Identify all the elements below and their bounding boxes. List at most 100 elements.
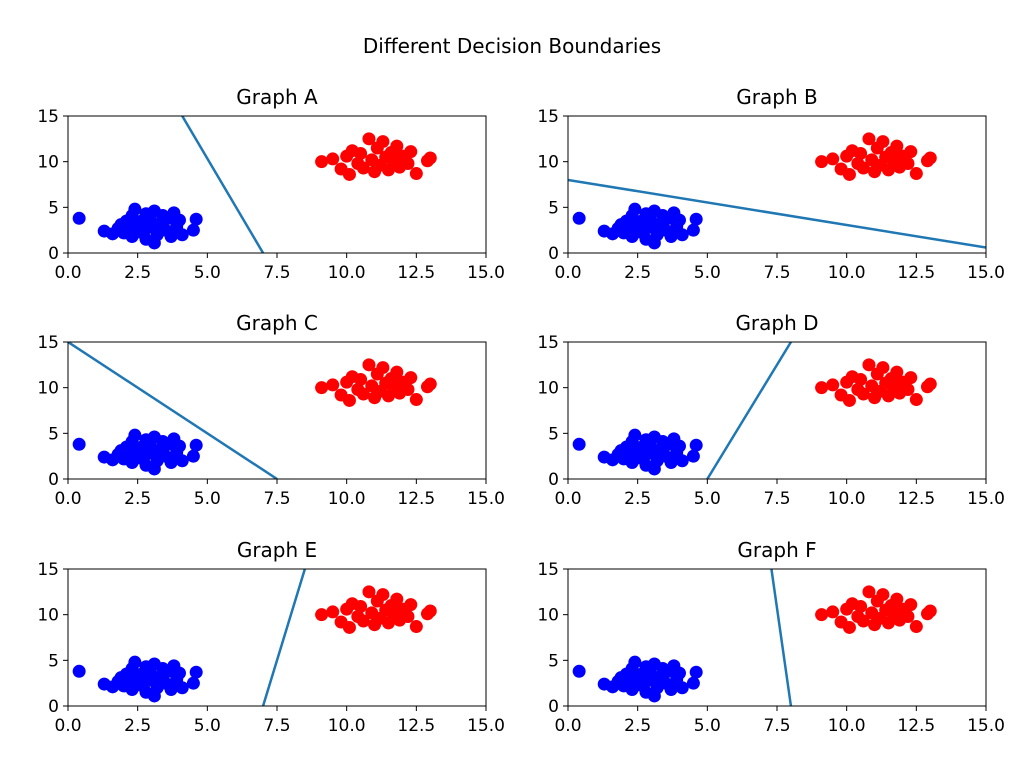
- x-tick-label: 15.0: [967, 489, 1005, 509]
- y-tick-label: 5: [548, 651, 559, 671]
- x-tick-label: 7.5: [763, 263, 790, 283]
- x-tick-label: 5.0: [194, 489, 221, 509]
- x-tick-label: 5.0: [194, 263, 221, 283]
- blue-point: [572, 664, 586, 678]
- red-point: [876, 361, 890, 375]
- blue-point: [72, 664, 86, 678]
- x-tick-label: 5.0: [694, 716, 721, 736]
- red-point: [890, 139, 904, 153]
- y-tick-label: 15: [37, 560, 59, 580]
- blue-point: [128, 428, 142, 442]
- y-tick-label: 0: [548, 697, 559, 717]
- red-point: [856, 161, 870, 175]
- blue-point: [186, 676, 200, 690]
- blue-point: [686, 449, 700, 463]
- blue-point: [664, 683, 678, 697]
- red-point: [815, 155, 829, 169]
- x-tick-label: 10.0: [828, 489, 866, 509]
- x-tick-label: 10.0: [328, 263, 366, 283]
- x-tick-label: 2.5: [624, 716, 651, 736]
- y-tick-label: 5: [548, 424, 559, 444]
- red-point: [876, 135, 890, 149]
- red-point: [854, 146, 868, 160]
- red-point: [409, 393, 423, 407]
- blue-point: [172, 213, 186, 227]
- x-tick-label: 12.5: [397, 489, 435, 509]
- red-point: [356, 387, 370, 401]
- y-tick-label: 15: [37, 333, 59, 353]
- x-tick-label: 10.0: [828, 716, 866, 736]
- y-tick-label: 5: [48, 198, 59, 218]
- red-point: [326, 378, 340, 392]
- red-point: [354, 146, 368, 160]
- red-point: [342, 167, 356, 181]
- subplot-2: 0.0 2.5 5.0 7.5 10.0 12.5 15.0 0 5 10 15 Graph B: [537, 85, 1005, 283]
- red-point: [409, 167, 423, 181]
- red-point: [376, 135, 390, 149]
- blue-point: [675, 228, 689, 242]
- blue-point: [672, 439, 686, 453]
- x-tick-label: 10.0: [328, 716, 366, 736]
- blue-point: [675, 454, 689, 468]
- x-tick-label: 12.5: [397, 716, 435, 736]
- subplot-5: 0.0 2.5 5.0 7.5 10.0 12.5 15.0 0 5 10 15 Graph E: [37, 538, 505, 736]
- blue-point: [686, 223, 700, 237]
- blue-point: [172, 439, 186, 453]
- decision-boundary-line: [261, 569, 307, 706]
- x-tick-label: 0.0: [554, 263, 581, 283]
- red-point: [923, 377, 937, 391]
- red-point: [390, 365, 404, 379]
- blue-point: [164, 456, 178, 470]
- red-point: [362, 358, 376, 372]
- x-tick-label: 15.0: [467, 489, 505, 509]
- red-point: [901, 156, 915, 170]
- y-tick-label: 0: [48, 244, 59, 264]
- red-point: [356, 161, 370, 175]
- x-tick-label: 2.5: [124, 489, 151, 509]
- blue-point: [689, 438, 703, 452]
- red-point: [890, 592, 904, 606]
- red-point: [390, 592, 404, 606]
- red-point: [890, 365, 904, 379]
- subplot-4: 0.0 2.5 5.0 7.5 10.0 12.5 15.0 0 5 10 15 Graph D: [537, 311, 1005, 509]
- x-tick-label: 15.0: [967, 716, 1005, 736]
- red-point: [390, 139, 404, 153]
- subplot-1: 0.0 2.5 5.0 7.5 10.0 12.5 15.0 0 5 10 15 Graph A: [37, 85, 505, 283]
- y-tick-label: 15: [537, 560, 559, 580]
- blue-point: [628, 428, 642, 442]
- y-tick-label: 0: [48, 470, 59, 490]
- blue-point: [664, 456, 678, 470]
- x-tick-label: 5.0: [694, 489, 721, 509]
- blue-point: [189, 665, 203, 679]
- blue-point: [686, 676, 700, 690]
- x-tick-label: 15.0: [467, 263, 505, 283]
- blue-point: [664, 230, 678, 244]
- blue-point: [128, 655, 142, 669]
- red-point: [923, 604, 937, 618]
- blue-point: [189, 438, 203, 452]
- blue-point: [175, 454, 189, 468]
- blue-point: [128, 202, 142, 216]
- red-point: [901, 382, 915, 396]
- red-point: [315, 608, 329, 622]
- x-tick-label: 12.5: [897, 489, 935, 509]
- y-tick-label: 0: [48, 697, 59, 717]
- red-point: [354, 372, 368, 386]
- red-point: [315, 381, 329, 395]
- subplot-title: Graph E: [237, 538, 317, 562]
- x-tick-label: 0.0: [54, 489, 81, 509]
- y-tick-label: 10: [37, 153, 59, 173]
- subplot-title: Graph C: [236, 311, 318, 335]
- x-tick-label: 12.5: [897, 716, 935, 736]
- y-tick-label: 15: [537, 333, 559, 353]
- x-tick-label: 10.0: [328, 489, 366, 509]
- red-point: [862, 132, 876, 146]
- red-point: [362, 132, 376, 146]
- x-tick-label: 2.5: [124, 716, 151, 736]
- red-point: [342, 393, 356, 407]
- y-tick-label: 10: [537, 379, 559, 399]
- y-tick-label: 15: [37, 107, 59, 127]
- y-tick-label: 5: [48, 424, 59, 444]
- red-point: [909, 393, 923, 407]
